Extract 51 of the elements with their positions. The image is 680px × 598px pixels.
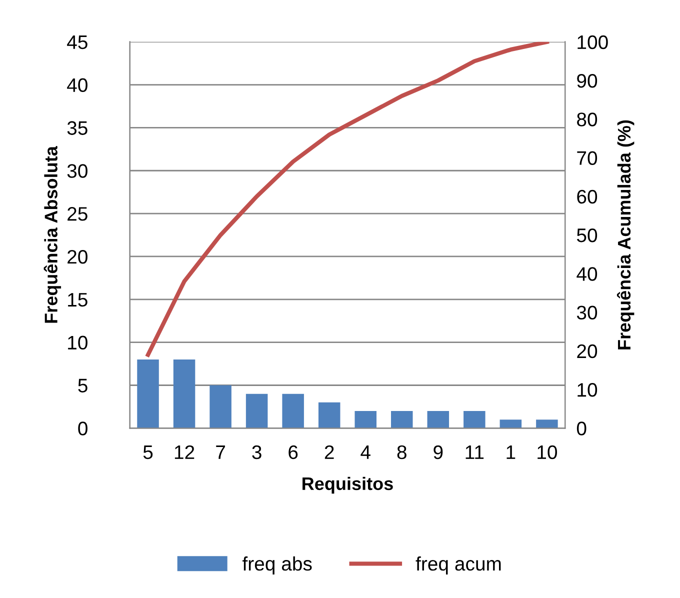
x-tick-label: 5 bbox=[143, 446, 153, 460]
y2-tick-label: 90 bbox=[577, 74, 598, 88]
x-tick-label: 1 bbox=[506, 446, 516, 459]
y2-tick-label: 100 bbox=[578, 35, 608, 50]
line-series bbox=[146, 42, 550, 357]
y2-tick-label: 0 bbox=[576, 422, 586, 436]
y-tick-label: 40 bbox=[67, 78, 88, 92]
y-tick-label: 10 bbox=[68, 336, 88, 350]
bar bbox=[173, 359, 196, 428]
y-tick-label: 45 bbox=[67, 36, 88, 50]
y2-tick-label: 80 bbox=[577, 112, 598, 126]
bar bbox=[391, 411, 413, 428]
bar bbox=[536, 420, 558, 428]
y2-tick-label: 10 bbox=[578, 383, 598, 397]
y2-tick-label: 20 bbox=[577, 344, 598, 358]
x-tick-label: 3 bbox=[252, 445, 262, 460]
bar bbox=[500, 420, 522, 428]
bar bbox=[464, 411, 486, 428]
y-tick-label: 15 bbox=[68, 293, 88, 307]
x-tick-label: 12 bbox=[174, 445, 194, 459]
legend-label: freq abs bbox=[242, 556, 312, 575]
x-tick-label: 2 bbox=[324, 445, 334, 459]
bar bbox=[282, 394, 304, 428]
x-tick-label: 6 bbox=[288, 445, 298, 460]
y-tick-label: 35 bbox=[67, 121, 88, 135]
bar bbox=[246, 394, 268, 428]
y2-tick-label: 40 bbox=[576, 267, 598, 281]
y2-tick-label: 30 bbox=[576, 306, 598, 320]
x-tick-label: 9 bbox=[434, 445, 443, 460]
y-tick-label: 0 bbox=[78, 422, 88, 436]
legend-label: freq acum bbox=[416, 556, 501, 575]
y-tick-label: 30 bbox=[67, 164, 88, 178]
x-tick-label: 4 bbox=[360, 446, 370, 459]
x-tick-label: 8 bbox=[397, 445, 406, 460]
y-tick-label: 20 bbox=[68, 250, 88, 264]
x-tick-label: 7 bbox=[216, 446, 225, 459]
y2-tick-label: 70 bbox=[577, 151, 598, 165]
x-axis-title: Requisitos bbox=[302, 476, 393, 494]
bar bbox=[354, 411, 376, 428]
x-tick-label: 11 bbox=[466, 446, 484, 459]
y2-tick-label: 50 bbox=[576, 228, 598, 242]
y-axis-title: Frequência Absoluta bbox=[44, 146, 62, 323]
y2-tick-label: 60 bbox=[577, 190, 598, 204]
bar bbox=[137, 359, 159, 428]
x-tick-label: 10 bbox=[538, 445, 557, 460]
y-tick-label: 5 bbox=[78, 378, 88, 392]
y-tick-label: 25 bbox=[68, 207, 88, 221]
y2-axis-title: Frequência Acumulada (%) bbox=[616, 120, 634, 350]
bar bbox=[210, 385, 232, 428]
bar bbox=[318, 402, 340, 428]
bar bbox=[427, 411, 450, 428]
